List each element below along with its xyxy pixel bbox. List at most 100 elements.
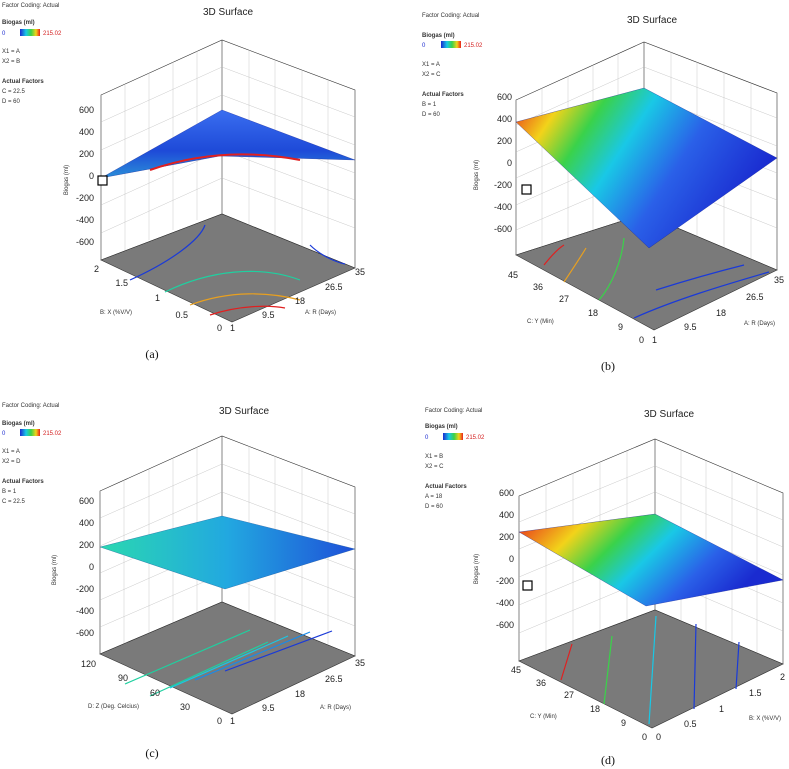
response-surface <box>99 515 356 590</box>
tick-label: 1.5 <box>115 278 128 288</box>
actual-factor-1: B = 1 <box>422 102 437 108</box>
tick-label: 0 <box>217 323 222 333</box>
tick-label: 1 <box>230 716 235 726</box>
tick-label: 9.5 <box>262 310 275 320</box>
plot-title: 3D Surface <box>644 409 694 420</box>
z-axis-label: Biogas (ml) <box>474 160 480 190</box>
tick-label: 18 <box>295 296 305 306</box>
tick-label: 200 <box>497 136 512 146</box>
tick-label: 600 <box>79 496 94 506</box>
actual-factor-1: A = 18 <box>425 494 443 500</box>
caption-c: (c) <box>145 746 158 760</box>
tick-label: 0 <box>642 732 647 742</box>
tick-label: 2 <box>780 672 785 682</box>
tick-label: 0.5 <box>684 719 697 729</box>
right-axis-ticks: 0 0.5 1 1.5 2 <box>656 672 785 742</box>
caption-a: (a) <box>145 347 158 361</box>
panel-a: Factor Coding: Actual Biogas (ml) 0 215.… <box>0 0 394 384</box>
factor-x1: X1 = A <box>2 49 20 55</box>
factor-coding-label: Factor Coding: Actual <box>2 403 59 409</box>
tick-label: 400 <box>499 510 514 520</box>
contour-floor <box>518 609 784 729</box>
tick-label: 1 <box>652 335 657 345</box>
factor-x1: X1 = B <box>425 454 443 460</box>
tick-label: 27 <box>564 690 574 700</box>
z-axis-ticks: 600 400 200 0 -200 -400 -600 <box>494 92 512 234</box>
tick-label: 60 <box>150 688 160 698</box>
tick-label: 35 <box>774 275 784 285</box>
tick-label: -600 <box>76 237 94 247</box>
tick-label: 26.5 <box>325 674 343 684</box>
plot-title: 3D Surface <box>203 7 253 18</box>
floor-contours <box>560 615 740 725</box>
tick-label: 30 <box>180 702 190 712</box>
tick-label: 26.5 <box>325 282 343 292</box>
tick-label: -200 <box>494 180 512 190</box>
legend-max: 215.02 <box>43 31 62 37</box>
color-legend <box>20 29 40 36</box>
response-surface <box>100 109 356 179</box>
tick-label: 18 <box>716 308 726 318</box>
tick-label: 9.5 <box>684 322 697 332</box>
tick-label: 9 <box>618 322 623 332</box>
surface-plot-c: Factor Coding: Actual Biogas (ml) 0 215.… <box>2 403 365 760</box>
floor-contours <box>543 237 770 319</box>
tick-label: 36 <box>533 282 543 292</box>
tick-label: 0 <box>639 335 644 345</box>
contour-floor <box>515 213 778 331</box>
tick-label: 200 <box>79 149 94 159</box>
floor-contours <box>124 629 333 697</box>
factor-x2: X2 = B <box>2 59 20 65</box>
tick-label: 0 <box>507 158 512 168</box>
tick-label: -400 <box>76 215 94 225</box>
contour-floor <box>99 601 356 715</box>
tick-label: -200 <box>496 576 514 586</box>
plot-title: 3D Surface <box>219 406 269 417</box>
right-axis-label: A: R (Days) <box>305 310 336 316</box>
factor-x2: X2 = C <box>422 72 441 78</box>
tick-label: -600 <box>76 628 94 638</box>
actual-factors-heading: Actual Factors <box>422 92 464 98</box>
tick-label: 0 <box>217 716 222 726</box>
plot-title: 3D Surface <box>627 15 677 26</box>
z-axis-label: Biogas (ml) <box>52 555 58 585</box>
tick-label: 35 <box>355 267 365 277</box>
right-axis-label: B: X (%V/V) <box>749 716 781 722</box>
actual-factors-heading: Actual Factors <box>425 484 467 490</box>
left-axis-label: C: Y (Min) <box>527 319 554 325</box>
tick-label: 26.5 <box>746 292 764 302</box>
panel-b: Factor Coding: Actual Biogas (ml) 0 215.… <box>394 0 788 384</box>
actual-factor-1: B = 1 <box>2 489 17 495</box>
left-axis-ticks: 0 9 18 27 36 45 <box>508 270 644 345</box>
factor-x1: X1 = A <box>422 62 440 68</box>
z-axis-ticks: 600 400 200 0 -200 -400 -600 <box>76 105 94 247</box>
factor-coding-label: Factor Coding: Actual <box>2 3 59 9</box>
tick-label: 36 <box>536 678 546 688</box>
response-label: Biogas (ml) <box>2 20 35 26</box>
tick-label: 18 <box>590 704 600 714</box>
tick-label: 27 <box>559 294 569 304</box>
caption-b: (b) <box>601 359 615 373</box>
legend-min: 0 <box>425 435 429 441</box>
tick-label: 600 <box>497 92 512 102</box>
legend-max: 215.02 <box>43 431 62 437</box>
right-axis-ticks: 1 9.5 18 26.5 35 <box>230 658 365 726</box>
surface-plot-a: Factor Coding: Actual Biogas (ml) 0 215.… <box>2 3 365 361</box>
actual-factor-2: D = 60 <box>425 504 444 510</box>
tick-label: 9.5 <box>262 703 275 713</box>
left-axis-ticks: 0 9 18 27 36 45 <box>511 665 647 742</box>
tick-label: 600 <box>79 105 94 115</box>
left-axis-ticks: 0 0.5 1 1.5 2 <box>94 264 222 333</box>
color-legend <box>443 433 463 440</box>
design-point-marker <box>522 580 533 591</box>
tick-label: -400 <box>494 202 512 212</box>
right-axis-label: A: R (Days) <box>320 705 351 711</box>
actual-factor-2: C = 22.5 <box>2 499 26 505</box>
right-axis-label: A: R (Days) <box>744 321 775 327</box>
surface-plot-b: Factor Coding: Actual Biogas (ml) 0 215.… <box>422 13 784 373</box>
z-axis-ticks: 600 400 200 0 -200 -400 -600 <box>76 496 94 638</box>
panel-d: Factor Coding: Actual Biogas (ml) 0 215.… <box>394 384 788 768</box>
z-axis-label: Biogas (ml) <box>474 554 480 584</box>
tick-label: 0.5 <box>175 310 188 320</box>
legend-min: 0 <box>422 43 426 49</box>
